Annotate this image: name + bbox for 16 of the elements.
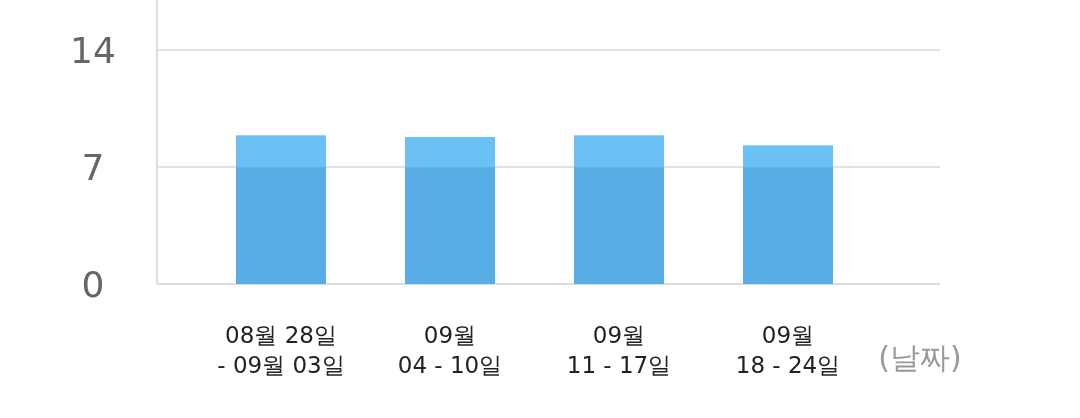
bar xyxy=(236,135,326,168)
x-tick-label: 09월 04 - 10일 xyxy=(397,322,503,378)
x-axis-title: (날짜) xyxy=(878,340,962,375)
x-tick-label: 08월 28일 - 09월 03일 xyxy=(217,322,345,378)
x-tick-label: 09월 11 - 17일 xyxy=(566,322,672,378)
bar xyxy=(574,135,664,168)
bar xyxy=(405,167,495,284)
y-tick-label: 0 xyxy=(81,264,105,305)
bar xyxy=(743,145,833,168)
bar xyxy=(743,167,833,284)
x-tick-label: 09월 18 - 24일 xyxy=(735,322,841,378)
bar xyxy=(236,167,326,284)
y-tick-label: 14 xyxy=(70,30,116,72)
bar xyxy=(405,136,495,168)
y-tick-label: 7 xyxy=(81,147,105,189)
bar xyxy=(574,167,664,284)
